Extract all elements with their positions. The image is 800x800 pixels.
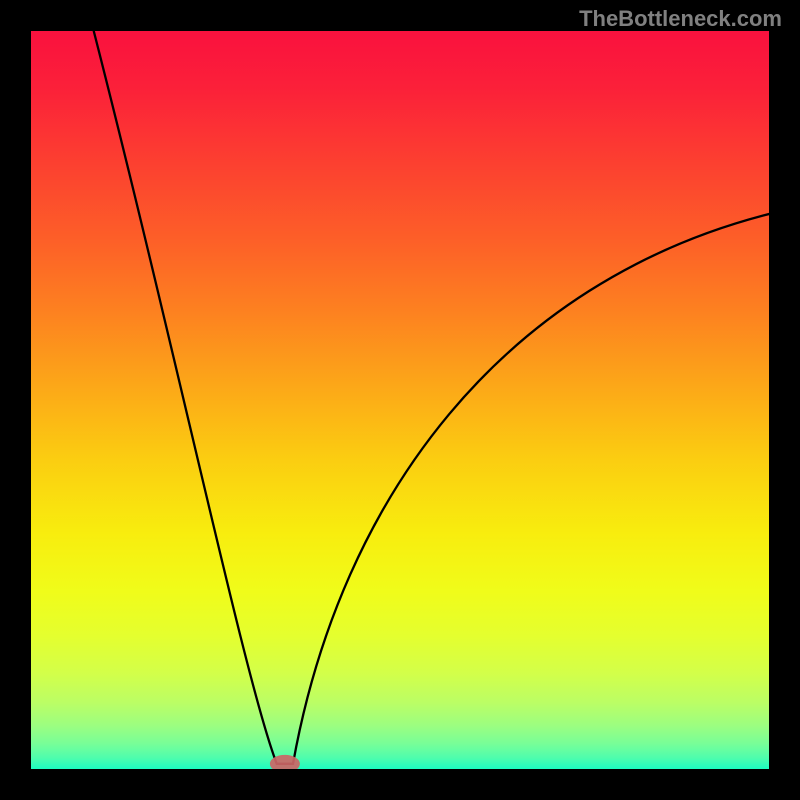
plot-area [31,31,769,769]
curve-layer [31,31,769,769]
v-curve-path [94,31,769,764]
watermark-text: TheBottleneck.com [579,6,782,32]
